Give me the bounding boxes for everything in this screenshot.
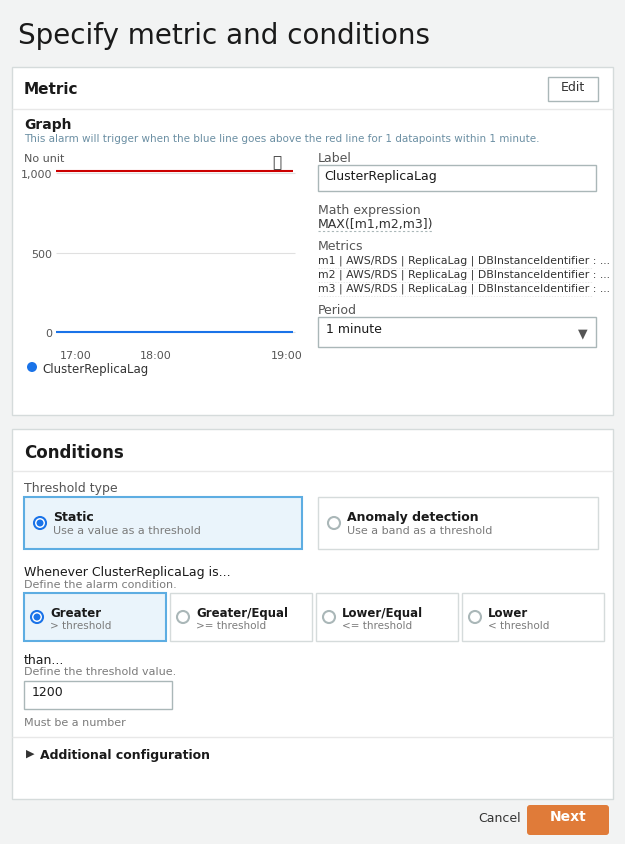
Circle shape — [469, 611, 481, 623]
Text: Whenever ClusterReplicaLag is...: Whenever ClusterReplicaLag is... — [24, 565, 231, 578]
Text: 0: 0 — [45, 328, 52, 338]
Text: >= threshold: >= threshold — [196, 620, 266, 630]
Bar — [318, 165, 596, 192]
Text: Lower/Equal: Lower/Equal — [342, 606, 423, 619]
Bar — [462, 593, 604, 641]
Circle shape — [328, 517, 340, 529]
FancyBboxPatch shape — [527, 805, 609, 835]
Bar — [318, 317, 596, 348]
Bar — [170, 593, 312, 641]
Bar — [318, 497, 598, 549]
Text: Use a value as a threshold: Use a value as a threshold — [53, 525, 201, 535]
Circle shape — [323, 611, 335, 623]
Text: Lower: Lower — [488, 606, 528, 619]
Text: Conditions: Conditions — [24, 443, 124, 462]
Text: Must be a number: Must be a number — [24, 717, 126, 728]
Text: Greater: Greater — [50, 606, 101, 619]
Text: 18:00: 18:00 — [140, 350, 172, 360]
Text: No unit: No unit — [24, 154, 64, 164]
Text: ⛶: ⛶ — [272, 155, 282, 170]
Text: 1 minute: 1 minute — [326, 322, 382, 336]
Text: Greater/Equal: Greater/Equal — [196, 606, 288, 619]
Circle shape — [27, 363, 37, 372]
Text: than...: than... — [24, 653, 64, 666]
Bar — [548, 78, 598, 102]
Text: m3 | AWS/RDS | ReplicaLag | DBInstanceIdentifier : ...: m3 | AWS/RDS | ReplicaLag | DBInstanceId… — [318, 284, 610, 295]
Text: > threshold: > threshold — [50, 620, 111, 630]
Text: 19:00: 19:00 — [271, 350, 303, 360]
Text: 500: 500 — [31, 249, 52, 259]
Text: Additional configuration: Additional configuration — [40, 748, 210, 761]
Text: Define the threshold value.: Define the threshold value. — [24, 666, 176, 676]
Text: Math expression: Math expression — [318, 203, 421, 217]
Text: 17:00: 17:00 — [60, 350, 92, 360]
Text: MAX([m1,m2,m3]): MAX([m1,m2,m3]) — [318, 218, 434, 230]
Text: Use a band as a threshold: Use a band as a threshold — [347, 525, 493, 535]
Text: 1200: 1200 — [32, 685, 64, 698]
Circle shape — [36, 520, 44, 527]
Text: Metrics: Metrics — [318, 240, 364, 252]
Text: Define the alarm condition.: Define the alarm condition. — [24, 579, 177, 589]
Circle shape — [31, 611, 43, 623]
Text: <= threshold: <= threshold — [342, 620, 412, 630]
Text: Label: Label — [318, 152, 352, 165]
Text: Anomaly detection: Anomaly detection — [347, 511, 479, 523]
Text: Period: Period — [318, 304, 357, 316]
Bar — [12, 430, 613, 799]
Circle shape — [34, 517, 46, 529]
Text: ClusterReplicaLag: ClusterReplicaLag — [42, 363, 148, 376]
Bar — [24, 681, 172, 709]
Text: < threshold: < threshold — [488, 620, 549, 630]
Text: m1 | AWS/RDS | ReplicaLag | DBInstanceIdentifier : ...: m1 | AWS/RDS | ReplicaLag | DBInstanceId… — [318, 256, 610, 266]
Text: Threshold type: Threshold type — [24, 481, 118, 495]
Bar — [316, 593, 458, 641]
Bar — [12, 68, 613, 415]
Bar — [24, 593, 166, 641]
Text: ClusterReplicaLag: ClusterReplicaLag — [324, 170, 437, 183]
Text: 1,000: 1,000 — [21, 170, 52, 180]
Text: Edit: Edit — [561, 81, 585, 94]
Text: Metric: Metric — [24, 82, 79, 97]
Bar — [24, 497, 302, 549]
Text: ▼: ▼ — [578, 327, 587, 340]
Text: This alarm will trigger when the blue line goes above the red line for 1 datapoi: This alarm will trigger when the blue li… — [24, 134, 539, 143]
Circle shape — [34, 614, 41, 621]
Text: Static: Static — [53, 511, 94, 523]
Circle shape — [177, 611, 189, 623]
Text: Cancel: Cancel — [479, 811, 521, 824]
Text: m2 | AWS/RDS | ReplicaLag | DBInstanceIdentifier : ...: m2 | AWS/RDS | ReplicaLag | DBInstanceId… — [318, 270, 610, 280]
Text: Next: Next — [549, 809, 586, 823]
Text: Specify metric and conditions: Specify metric and conditions — [18, 22, 430, 50]
Text: ▶: ▶ — [26, 748, 34, 758]
Text: Graph: Graph — [24, 118, 71, 132]
